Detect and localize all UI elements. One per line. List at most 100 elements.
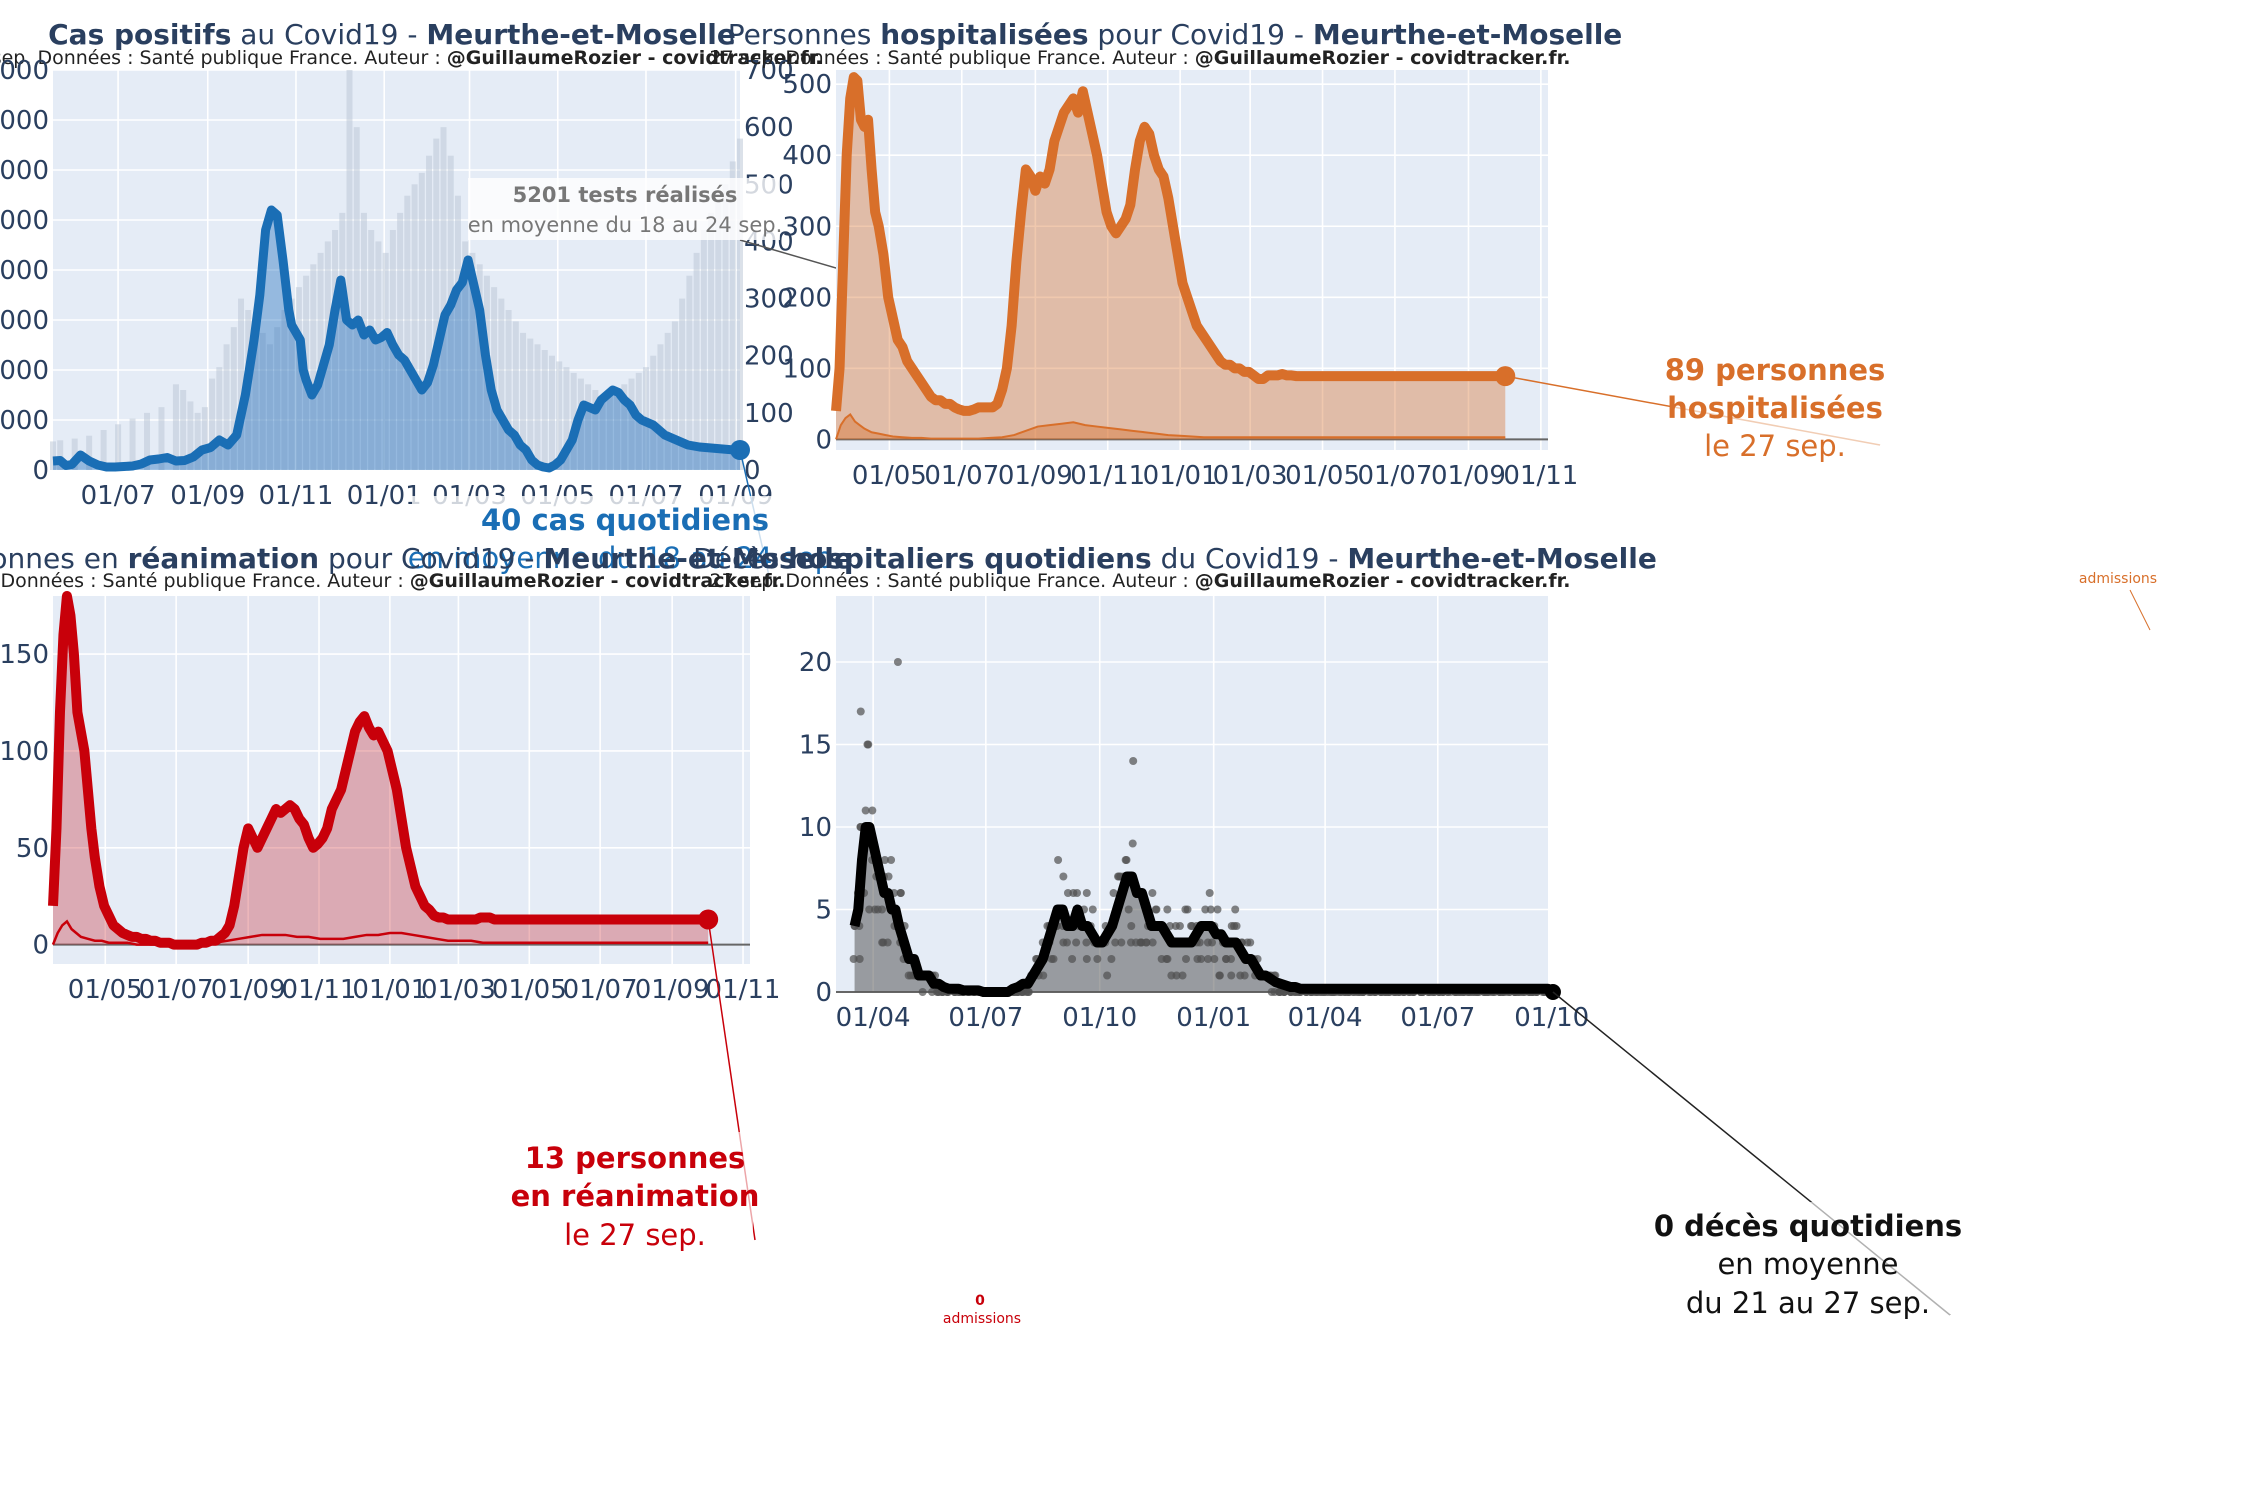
deces-ytick-label: 0	[815, 978, 832, 1008]
cases-line	[52, 205, 740, 473]
rea-line	[48, 591, 709, 950]
rea-xtick-label: 01/07	[563, 975, 638, 1005]
tests-bar	[657, 344, 664, 470]
rea-xtick-label: 01/09	[211, 975, 286, 1005]
cases-subtitle-author: @GuillaumeRozier - covidtracker.fr.	[447, 47, 823, 69]
tests-bar	[563, 367, 570, 470]
deces-point	[1103, 971, 1112, 980]
cases-y2tick-label: 100	[744, 399, 794, 429]
hosp-subtitle: 27 sep. Données : Santé publique France.…	[709, 47, 1570, 69]
hosp-ytick-label: 300	[782, 212, 832, 242]
hosp-xtick-label: 01/07	[1357, 461, 1432, 491]
rea-annotation-bold-2: en réanimation	[511, 1179, 760, 1213]
hosp-annotation-bold-1: 89 personnes	[1665, 353, 1886, 387]
deces-point	[1178, 971, 1187, 980]
rea-title-part-3: Meurthe-et-Moselle	[543, 542, 852, 575]
rea-plot: 05010015001/0501/0701/0901/1101/0101/030…	[0, 591, 1021, 1327]
rea-xtick-label: 01/09	[635, 975, 710, 1005]
deces-xtick-label: 01/04	[1288, 1003, 1363, 1033]
hosp-ytick-label: 200	[782, 283, 832, 313]
tests-bar	[411, 184, 418, 471]
deces-point	[1117, 938, 1126, 947]
deces-point	[893, 658, 902, 666]
deces-xtick-label: 01/10	[1062, 1003, 1137, 1033]
deces-subtitle: 27 sep. Données : Santé publique France.…	[709, 570, 1570, 592]
cases-xtick-label: 01/09	[170, 481, 245, 511]
deces-plot: 0 5 10 15 20 01/04 01/07 01/10 01/01 01/04 01/07 01…	[799, 596, 1962, 1324]
tests-bar	[382, 252, 389, 470]
tests-bar	[172, 384, 179, 470]
tests-bar	[722, 184, 729, 471]
cases-y2tick-label: 0	[744, 456, 761, 486]
tests-bar	[440, 127, 447, 471]
tests-bar	[708, 212, 715, 470]
deces-point	[1152, 905, 1161, 914]
tests-bar	[100, 430, 107, 470]
tests-bar	[194, 412, 201, 470]
hosp-annotation-text: le 27 sep.	[1704, 429, 1846, 463]
cases-annotation-bold: 40 cas quotidiens	[481, 503, 769, 537]
cases-ytick-label: 7000	[0, 106, 49, 136]
deces-point	[1197, 955, 1206, 963]
deces-point	[861, 806, 870, 815]
tests-bar	[223, 344, 230, 470]
deces-title-part-0: Décès	[693, 542, 788, 575]
cases-y2tick-label: 600	[744, 113, 794, 143]
rea-xtick-label: 01/05	[492, 975, 567, 1005]
tests-bar	[426, 155, 433, 470]
deces-point	[884, 872, 893, 881]
tests-bar	[332, 230, 339, 470]
deces-point	[1240, 971, 1249, 980]
rea-annotation-box	[517, 1132, 753, 1258]
tests-bar	[614, 390, 621, 470]
hosp-subtitle-author: @GuillaumeRozier - covidtracker.fr.	[1195, 47, 1571, 69]
deces-point	[896, 889, 905, 897]
tests-bar	[729, 161, 736, 470]
tests-bar	[259, 332, 266, 470]
deces-point	[1206, 905, 1215, 914]
deces-point	[1187, 922, 1196, 930]
tests-bar	[476, 264, 483, 470]
tests-bar	[295, 287, 302, 470]
tests-bar	[115, 424, 122, 470]
deces-point	[1148, 889, 1157, 897]
deces-point	[880, 856, 889, 864]
deces-title: Décès hospitaliers quotidiens du Covid19…	[693, 542, 1657, 575]
tests-bar	[266, 344, 273, 470]
deces-title-part-2: du Covid19 -	[1152, 542, 1348, 575]
hosp-ytick-label: 100	[782, 354, 832, 384]
deces-title-block: Décès hospitaliers quotidiens du Covid19…	[693, 542, 1657, 592]
deces-point	[1121, 856, 1130, 864]
tests-annotation-bold: 5201 tests réalisés	[513, 183, 738, 207]
hosp-plot-background	[836, 70, 1548, 450]
tests-bar	[252, 321, 259, 470]
deces-ytick-label: 15	[799, 731, 832, 761]
cases-title: Cas positifs au Covid19 - Meurthe-et-Mos…	[48, 18, 736, 51]
rea-ytick-label: 0	[32, 931, 49, 961]
tests-bar	[512, 321, 519, 470]
cases-annotation-text: en moyenne du 18 au 24 sep.	[408, 541, 842, 575]
deces-point	[849, 955, 858, 963]
cases-y2tick-label: 300	[744, 285, 794, 315]
hosp-xtick-label: 01/09	[1431, 461, 1506, 491]
hosp-plot: 010020030040050001/0501/0701/0901/1101/0…	[782, 70, 2157, 631]
deces-point	[1128, 839, 1137, 848]
rea-area	[53, 596, 709, 945]
tests-bar	[534, 344, 541, 470]
deces-point	[1082, 955, 1091, 963]
hosp-title-part-0: Personnes	[728, 18, 881, 51]
tests-bar	[491, 287, 498, 470]
tests-bar	[606, 395, 613, 470]
deces-point	[1230, 922, 1239, 930]
deces-ytick-label: 10	[799, 813, 832, 843]
deces-point	[1246, 938, 1255, 947]
tests-bar	[715, 201, 722, 470]
tests-bar	[230, 327, 237, 470]
tests-bar	[274, 327, 281, 470]
hosp-xtick-label: 01/11	[1503, 461, 1578, 491]
hosp-xtick-label: 01/03	[1213, 461, 1288, 491]
hosp-title-part-1: hospitalisées	[880, 18, 1088, 51]
deces-point	[1109, 889, 1118, 897]
